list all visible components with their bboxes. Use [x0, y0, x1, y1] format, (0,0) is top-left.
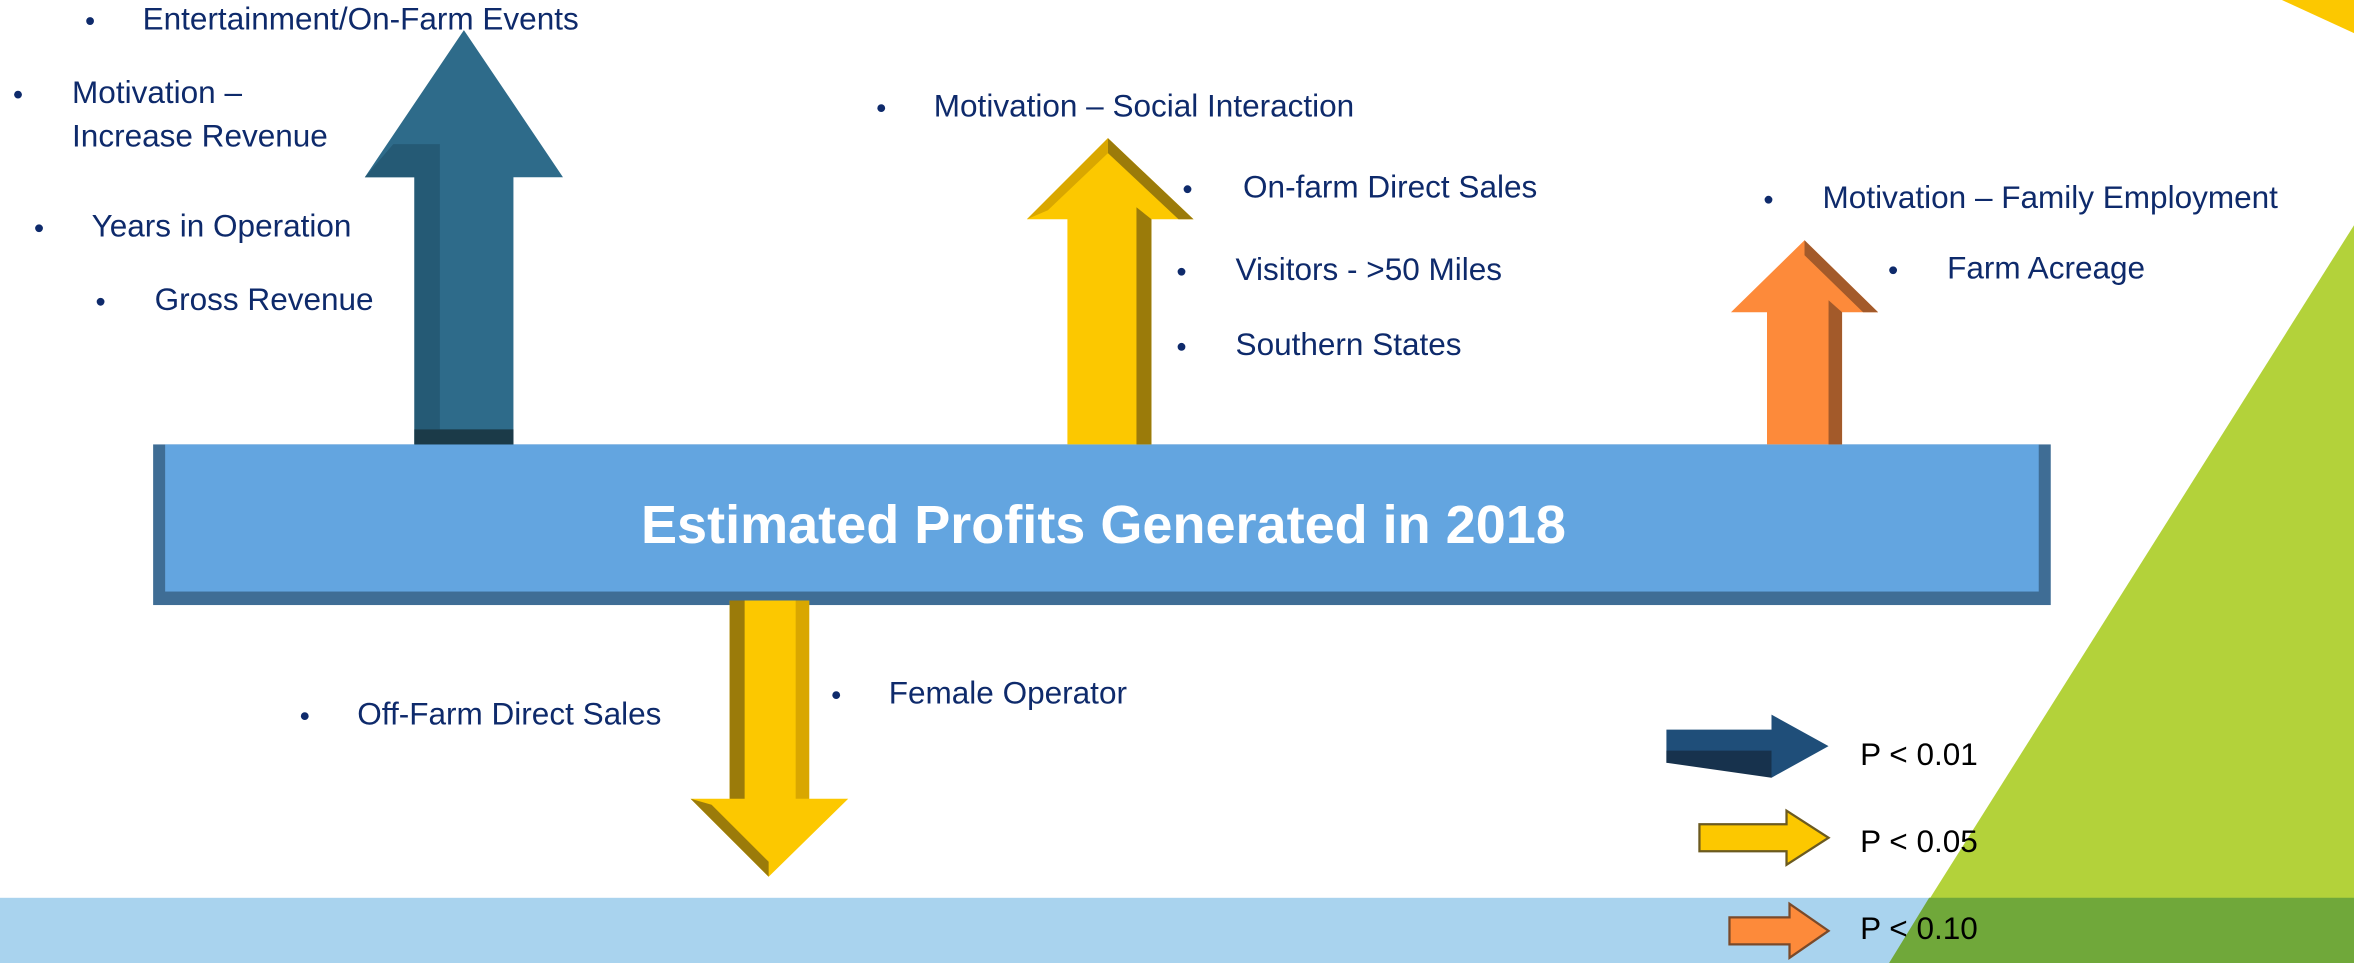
bullets [14, 17, 1898, 721]
legend-arrow [1728, 901, 1831, 961]
factor-label: Motivation – [72, 74, 242, 110]
factor-label: Visitors - >50 Miles [1236, 251, 1503, 287]
factor-label: Years in Operation [92, 208, 352, 244]
arrow-up-p010 [1730, 240, 1879, 445]
diagram-title: Estimated Profits Generated in 2018 [641, 495, 1566, 555]
factor-label: Increase Revenue [72, 117, 328, 153]
legend-arrow [1698, 808, 1831, 867]
arrow-up-p001 [364, 30, 563, 445]
yellow-corner [2281, 0, 2354, 34]
main-bar [153, 444, 2051, 606]
factor-label: Motivation – Social Interaction [934, 87, 1354, 123]
factor-label: On-farm Direct Sales [1243, 169, 1537, 205]
factor-label: Southern States [1236, 326, 1462, 362]
factor-label: Farm Acreage [1947, 250, 2145, 286]
green-band [1889, 897, 2354, 963]
arrow-up-p005 [1026, 138, 1194, 445]
factor-label: Female Operator [889, 674, 1127, 710]
factor-label: Gross Revenue [155, 281, 374, 317]
factor-label: Off-Farm Direct Sales [357, 695, 661, 731]
legend-label: P < 0.01 [1860, 736, 1978, 772]
green-triangle [1889, 225, 2354, 963]
legend-label: P < 0.05 [1860, 823, 1978, 859]
factor-label: Entertainment/On-Farm Events [143, 0, 579, 36]
factor-label: Motivation – Family Employment [1823, 179, 2279, 215]
legend-label: P < 0.10 [1860, 910, 1978, 946]
legend: P < 0.01 P < 0.05 P < 0.10 [1666, 714, 1978, 961]
arrow-down-p005 [690, 600, 849, 877]
legend-arrow [1666, 714, 1829, 778]
